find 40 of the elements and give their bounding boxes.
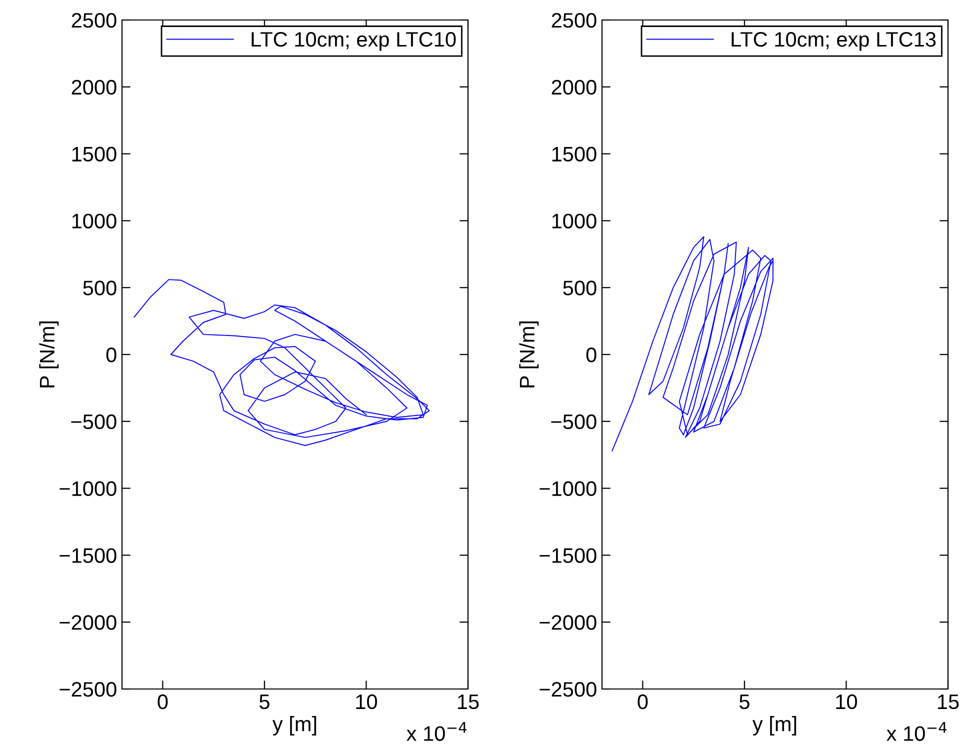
x-tick-label: 15 [938, 694, 959, 710]
y-tick-label: 1500 [552, 146, 596, 162]
y-tick-label: 2500 [552, 13, 596, 28]
y-tick-label: −2500 [60, 682, 116, 697]
x-axis-title: y [m] [752, 716, 796, 736]
x-tick-label: 5 [260, 694, 270, 710]
x-axis-title: y [m] [272, 716, 316, 736]
y-tick-label: −500 [71, 414, 116, 430]
x-tick-label: 5 [740, 694, 750, 710]
y-tick-label: 2500 [72, 13, 116, 28]
y-tick-label: 500 [83, 280, 116, 296]
y-tick-label: −500 [551, 414, 596, 430]
y-tick-label: −2000 [540, 615, 596, 630]
text: x 10$^{−4}$ [886, 722, 947, 741]
x-tick-label: 0 [638, 694, 648, 710]
y-tick-label: 1000 [552, 214, 596, 228]
x-tick-label: 10 [836, 694, 858, 710]
y-axis-title: P [N/m] [39, 321, 59, 388]
text: x 10$^{−4}$ [406, 722, 467, 741]
y-tick-label: −1500 [60, 548, 116, 563]
y-tick-label: 500 [563, 280, 596, 296]
y-tick-label: 0 [586, 348, 596, 362]
y-tick-label: 2000 [552, 80, 596, 95]
y-tick-label: −1000 [540, 481, 596, 496]
y-tick-label: −2000 [60, 615, 116, 630]
y-tick-label: −1500 [540, 548, 596, 563]
legend-label: LTC 10cm; exp LTC13 [732, 32, 936, 51]
x-tick-label: 0 [158, 694, 168, 710]
y-tick-label: 2000 [72, 80, 116, 95]
y-tick-label: −1000 [60, 481, 116, 496]
y-axis-title: P [N/m] [519, 321, 539, 388]
legend-label: LTC 10cm; exp LTC10 [252, 32, 456, 51]
line-series [134, 279, 430, 446]
y-tick-label: −2500 [540, 682, 596, 697]
x-tick-label: 10 [356, 694, 378, 710]
line-series [612, 236, 774, 452]
y-tick-label: 1000 [72, 214, 116, 228]
y-tick-label: 0 [106, 348, 116, 362]
y-tick-label: 1500 [72, 146, 116, 162]
x-tick-label: 15 [458, 694, 479, 710]
